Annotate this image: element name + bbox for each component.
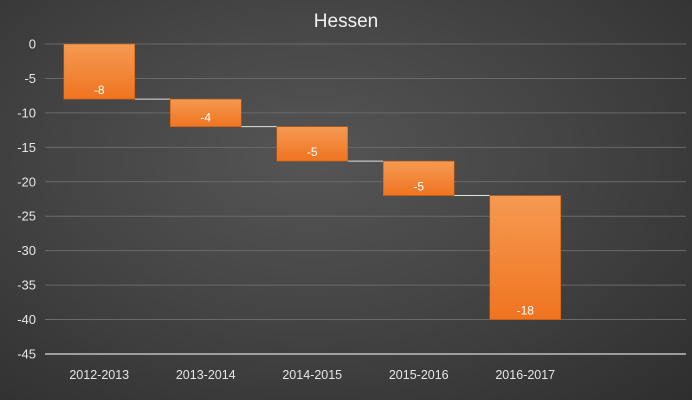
bar-2015-2016 bbox=[382, 160, 455, 196]
bar-2016-2017 bbox=[489, 195, 562, 320]
y-tick-label: -30 bbox=[17, 243, 36, 258]
x-tick-label: 2016-2017 bbox=[495, 368, 555, 382]
x-tick-label: 2015-2016 bbox=[389, 368, 449, 382]
x-tick-label: 2014-2015 bbox=[282, 368, 342, 382]
y-tick-label: 0 bbox=[29, 37, 36, 52]
data-label: -5 bbox=[307, 145, 318, 159]
connectors bbox=[134, 98, 490, 197]
bars bbox=[63, 43, 562, 320]
chart-title: Hessen bbox=[314, 11, 378, 32]
y-tick-label: -25 bbox=[17, 209, 36, 224]
y-tick-label: -20 bbox=[17, 174, 36, 189]
y-tick-label: -40 bbox=[17, 312, 36, 327]
y-tick-label: -15 bbox=[17, 140, 36, 155]
bar-2014-2015 bbox=[276, 126, 349, 162]
y-axis-ticks: 0 -5 -10 -15 -20 -25 -30 -35 -40 -45 bbox=[17, 37, 36, 362]
bar-2013-2014 bbox=[169, 98, 242, 127]
x-tick-label: 2013-2014 bbox=[176, 368, 236, 382]
data-label: -5 bbox=[413, 180, 424, 194]
data-label: -8 bbox=[94, 83, 105, 97]
data-labels: -8 -4 -5 -5 -18 bbox=[94, 83, 534, 317]
gridlines bbox=[45, 43, 686, 321]
data-label: -4 bbox=[200, 111, 211, 125]
y-tick-label: -10 bbox=[17, 105, 36, 120]
y-tick-label: -45 bbox=[17, 347, 36, 362]
y-tick-label: -35 bbox=[17, 278, 36, 293]
x-axis-ticks: 2012-2013 2013-2014 2014-2015 2015-2016 2016… bbox=[69, 368, 555, 382]
x-tick-label: 2012-2013 bbox=[69, 368, 129, 382]
bar-2012-2013 bbox=[63, 43, 136, 100]
y-tick-label: -5 bbox=[24, 71, 36, 86]
data-label: -18 bbox=[517, 304, 535, 318]
